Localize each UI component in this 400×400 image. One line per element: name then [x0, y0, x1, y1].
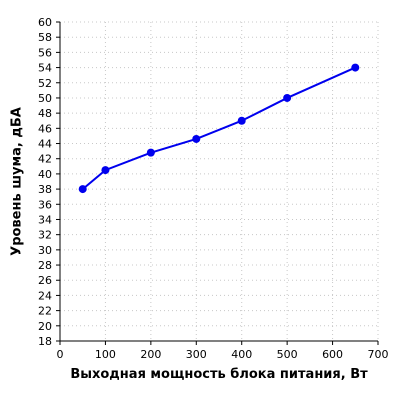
- x-tick-label: 500: [277, 348, 298, 361]
- axes: [56, 21, 379, 345]
- x-tick-label: 600: [322, 348, 343, 361]
- y-tick-label: 50: [38, 92, 52, 105]
- y-tick-label: 38: [38, 183, 52, 196]
- y-tick-label: 18: [38, 335, 52, 348]
- x-tick-label: 0: [57, 348, 64, 361]
- y-tick-label: 42: [38, 153, 52, 166]
- data-point: [237, 116, 246, 125]
- y-tick-label: 40: [38, 168, 52, 181]
- y-tick-label: 52: [38, 77, 52, 90]
- y-tick-label: 36: [38, 198, 52, 211]
- series-line: [82, 66, 356, 190]
- data-point: [78, 185, 87, 194]
- x-tick-label: 200: [140, 348, 161, 361]
- y-tick-label: 30: [38, 244, 52, 257]
- data-point: [192, 134, 201, 143]
- y-axis-title: Уровень шума, дБА: [10, 107, 25, 256]
- y-tick-label: 28: [38, 259, 52, 272]
- y-tick-label: 56: [38, 46, 52, 59]
- x-axis-title: Выходная мощность блока питания, Вт: [70, 367, 368, 382]
- x-tick-label: 300: [186, 348, 207, 361]
- grid: [59, 21, 379, 342]
- data-point: [101, 166, 110, 175]
- data-point: [283, 93, 292, 102]
- y-tick-label: 34: [38, 213, 52, 226]
- y-tick-label: 20: [38, 320, 52, 333]
- y-tick-label: 54: [38, 62, 52, 75]
- data-point: [146, 148, 155, 157]
- series: [78, 63, 360, 194]
- data-point: [351, 63, 360, 72]
- y-tick-label: 58: [38, 31, 52, 44]
- y-tick-label: 48: [38, 107, 52, 120]
- y-tick-label: 44: [38, 138, 52, 151]
- tick-labels: 0 100 200 300 400 500 600 700 18 20 22 24 26 28 30 32 34…: [38, 16, 389, 361]
- y-tick-label: 22: [38, 305, 52, 318]
- y-tick-label: 26: [38, 274, 52, 287]
- x-tick-label: 100: [95, 348, 116, 361]
- y-tick-label: 24: [38, 289, 52, 302]
- x-tick-label: 400: [231, 348, 252, 361]
- y-tick-label: 32: [38, 229, 52, 242]
- y-tick-label: 60: [38, 16, 52, 29]
- x-tick-label: 700: [368, 348, 389, 361]
- y-tick-label: 46: [38, 122, 52, 135]
